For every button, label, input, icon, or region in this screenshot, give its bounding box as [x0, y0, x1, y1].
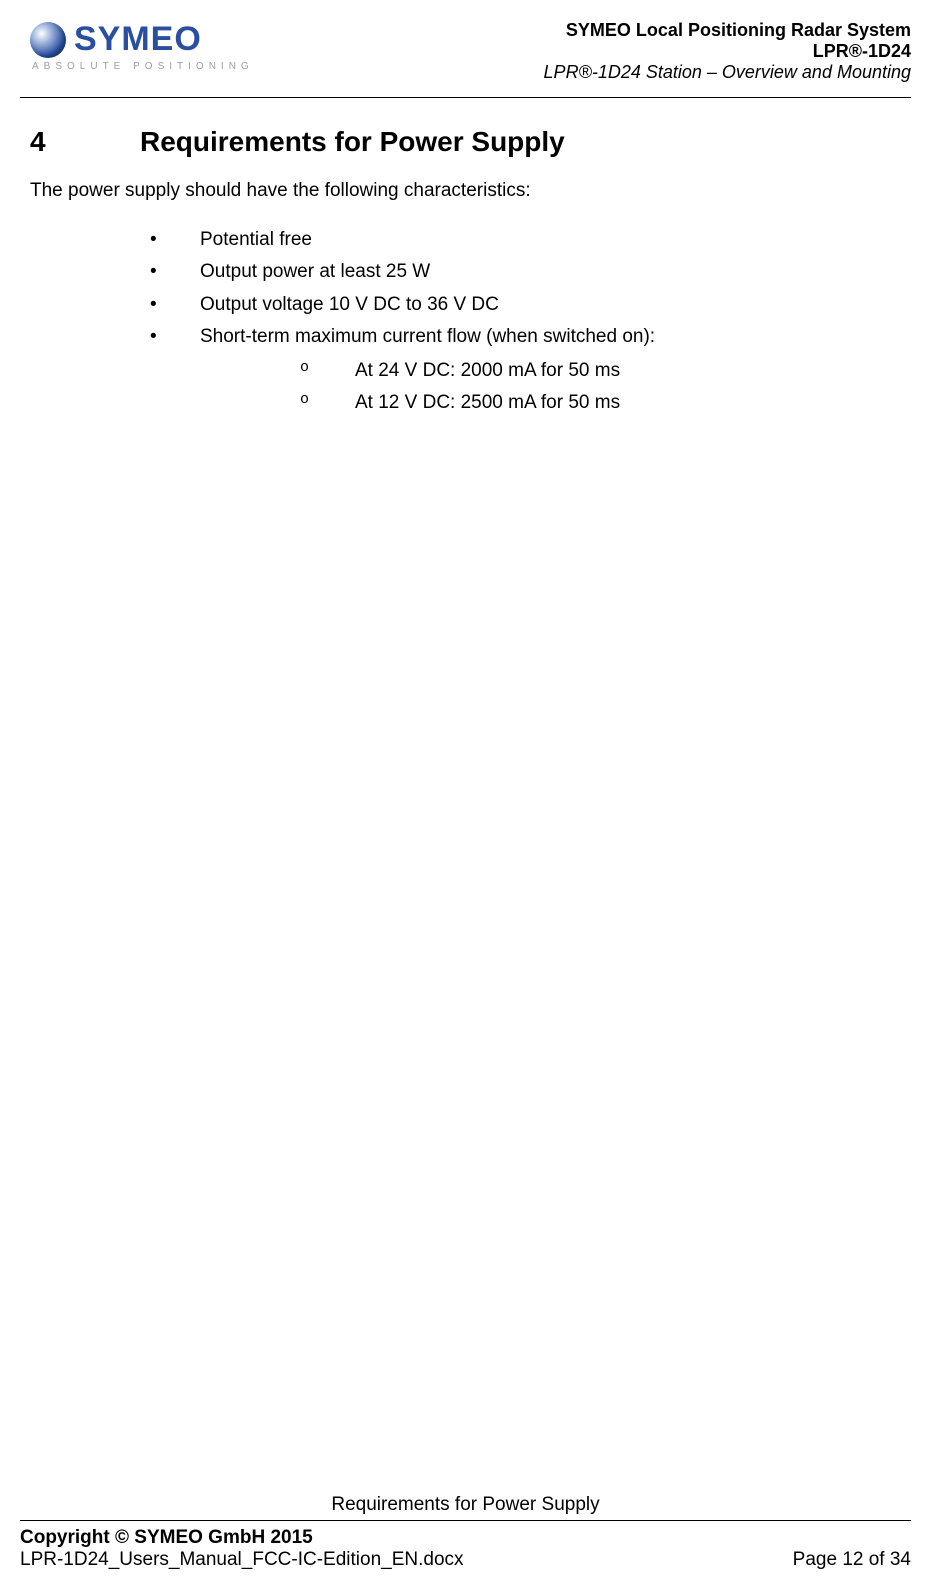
logo-sphere-icon — [30, 22, 66, 58]
logo-wordmark: SYMEO — [74, 20, 202, 59]
footer-section-title: Requirements for Power Supply — [20, 1494, 911, 1516]
section-number: 4 — [30, 126, 140, 158]
page-header: SYMEO ABSOLUTE POSITIONING SYMEO Local P… — [20, 20, 911, 91]
header-title-line1: SYMEO Local Positioning Radar System — [544, 20, 911, 41]
header-right: SYMEO Local Positioning Radar System LPR… — [544, 20, 911, 83]
list-item: At 12 V DC: 2500 mA for 50 ms — [300, 387, 911, 419]
page: SYMEO ABSOLUTE POSITIONING SYMEO Local P… — [0, 0, 951, 1593]
header-title-line2: LPR®-1D24 — [544, 41, 911, 62]
logo-row: SYMEO — [30, 20, 202, 59]
bullet-list: Potential free Output power at least 25 … — [30, 224, 911, 420]
sub-bullet-list: At 24 V DC: 2000 mA for 50 ms At 12 V DC… — [200, 355, 911, 420]
list-item-text: Short-term maximum current flow (when sw… — [200, 326, 655, 347]
footer-filename: LPR-1D24_Users_Manual_FCC-IC-Edition_EN.… — [20, 1549, 464, 1571]
list-item: At 24 V DC: 2000 mA for 50 ms — [300, 355, 911, 387]
list-item: Output power at least 25 W — [150, 256, 911, 288]
list-item: Potential free — [150, 224, 911, 256]
list-item: Output voltage 10 V DC to 36 V DC — [150, 289, 911, 321]
section-title: Requirements for Power Supply — [140, 126, 565, 157]
page-footer: Requirements for Power Supply Copyright … — [20, 1494, 911, 1571]
logo-block: SYMEO ABSOLUTE POSITIONING — [20, 20, 254, 72]
footer-copyright: Copyright © SYMEO GmbH 2015 — [20, 1527, 911, 1549]
list-item: Short-term maximum current flow (when sw… — [150, 321, 911, 420]
header-rule — [20, 97, 911, 98]
footer-rule — [20, 1520, 911, 1521]
lead-paragraph: The power supply should have the followi… — [30, 180, 911, 202]
footer-page-number: Page 12 of 34 — [793, 1549, 911, 1571]
header-title-line3: LPR®-1D24 Station – Overview and Mountin… — [544, 62, 911, 83]
footer-row: LPR-1D24_Users_Manual_FCC-IC-Edition_EN.… — [20, 1549, 911, 1571]
content: 4Requirements for Power Supply The power… — [20, 126, 911, 420]
section-heading: 4Requirements for Power Supply — [30, 126, 911, 158]
logo-tagline: ABSOLUTE POSITIONING — [32, 61, 254, 72]
